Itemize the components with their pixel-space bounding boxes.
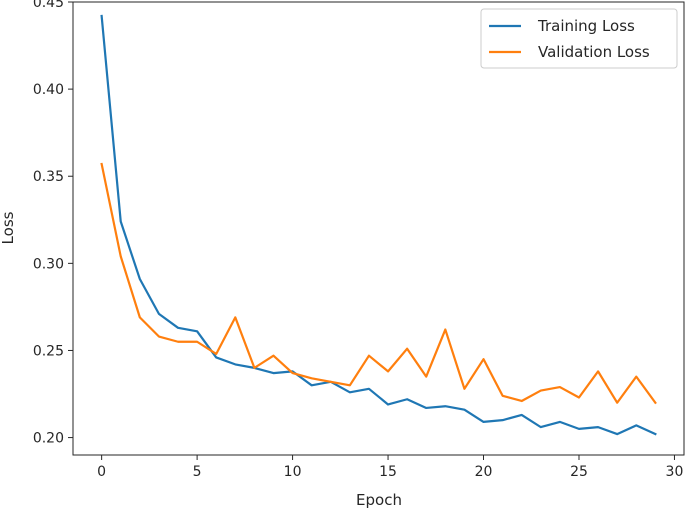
x-tick-label: 30 (666, 464, 684, 480)
series-line-training-loss (100, 14, 657, 436)
y-axis-label: Loss (0, 211, 17, 244)
legend-label-validation-loss: Validation Loss (538, 43, 650, 61)
y-tick-label: 0.45 (33, 0, 64, 11)
y-tick-label: 0.35 (33, 169, 64, 185)
x-tick-label: 25 (570, 464, 588, 480)
x-tick-label: 10 (284, 464, 302, 480)
x-axis-ticks: 0 5 10 15 20 25 30 (97, 455, 683, 480)
x-tick-label: 5 (193, 464, 202, 480)
legend: Training Loss Validation Loss (480, 8, 678, 69)
y-tick-label: 0.20 (33, 431, 64, 447)
legend-label-training-loss: Training Loss (537, 17, 635, 35)
x-axis-label: Epoch (356, 491, 402, 509)
series-lines (100, 14, 657, 436)
x-tick-label: 20 (475, 464, 493, 480)
legend-box (480, 8, 678, 69)
y-tick-label: 0.25 (33, 343, 64, 359)
plot-frame (72, 1, 685, 456)
y-tick-label: 0.30 (33, 256, 64, 272)
series-line-validation-loss (100, 162, 657, 405)
y-tick-label: 0.40 (33, 82, 64, 98)
x-tick-label: 0 (97, 464, 106, 480)
y-axis-ticks: 0.20 0.25 0.30 0.35 0.40 0.45 (33, 0, 73, 447)
x-tick-label: 15 (379, 464, 397, 480)
